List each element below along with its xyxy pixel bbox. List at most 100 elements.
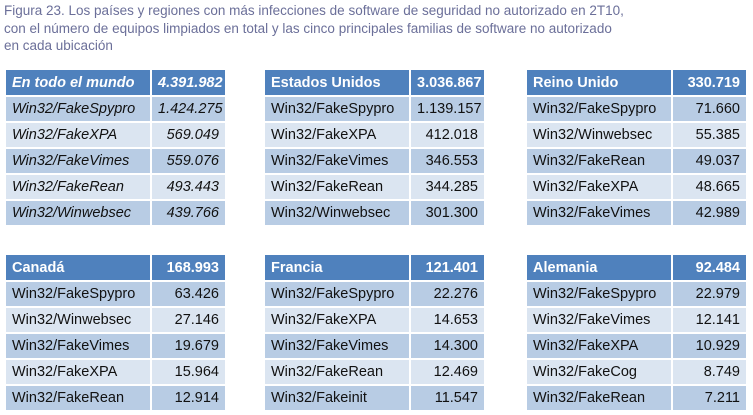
caption-line: en cada ubicación — [4, 38, 113, 53]
caption-line: Figura 23. Los países y regiones con más… — [4, 3, 624, 18]
table-row: Win32/FakeSpypro 1.424.275 — [6, 97, 225, 123]
family-name: Win32/Winwebsec — [6, 308, 150, 334]
table-row: Win32/FakeVimes 19.679 — [6, 334, 225, 360]
family-count: 71.660 — [671, 97, 746, 123]
table-row: Win32/FakeSpypro 71.660 — [527, 97, 746, 123]
family-count: 346.553 — [409, 149, 484, 175]
table-row: Win32/Fakeinit 11.547 — [265, 386, 484, 412]
table-row: Win32/FakeRean 12.469 — [265, 360, 484, 386]
table-row: Win32/FakeSpypro 22.276 — [265, 282, 484, 308]
region-total: 121.401 — [409, 255, 484, 282]
family-count: 63.426 — [150, 282, 225, 308]
family-name: Win32/FakeRean — [6, 175, 150, 201]
region-name: En todo el mundo — [6, 70, 150, 97]
family-count: 14.300 — [409, 334, 484, 360]
family-name: Win32/FakeSpypro — [527, 282, 671, 308]
table-row: Win32/Winwebsec 55.385 — [527, 123, 746, 149]
family-count: 344.285 — [409, 175, 484, 201]
region-table-united-kingdom: Reino Unido 330.719 Win32/FakeSpypro 71.… — [527, 70, 746, 227]
family-name: Win32/FakeVimes — [527, 201, 671, 227]
table-header-row: Alemania 92.484 — [527, 255, 746, 282]
family-count: 439.766 — [150, 201, 225, 227]
table-row: Win32/FakeRean 49.037 — [527, 149, 746, 175]
table-row: Win32/FakeXPA 48.665 — [527, 175, 746, 201]
family-name: Win32/FakeVimes — [265, 149, 409, 175]
table-row: Win32/FakeXPA 569.049 — [6, 123, 225, 149]
family-count: 1.139.157 — [409, 97, 484, 123]
family-count: 12.914 — [150, 386, 225, 412]
region-name: Alemania — [527, 255, 671, 282]
family-count: 12.141 — [671, 308, 746, 334]
family-name: Win32/FakeVimes — [6, 334, 150, 360]
family-name: Win32/FakeXPA — [265, 123, 409, 149]
family-name: Win32/FakeXPA — [527, 175, 671, 201]
table-row: Win32/Winwebsec 27.146 — [6, 308, 225, 334]
table-header-row: Francia 121.401 — [265, 255, 484, 282]
table-row: Win32/FakeXPA 15.964 — [6, 360, 225, 386]
family-count: 22.276 — [409, 282, 484, 308]
region-name: Francia — [265, 255, 409, 282]
region-name: Canadá — [6, 255, 150, 282]
region-name: Reino Unido — [527, 70, 671, 97]
family-count: 7.211 — [671, 386, 746, 412]
table-row: Win32/FakeXPA 412.018 — [265, 123, 484, 149]
table-row: Win32/FakeVimes 12.141 — [527, 308, 746, 334]
region-name: Estados Unidos — [265, 70, 409, 97]
family-name: Win32/Winwebsec — [265, 201, 409, 227]
region-table-germany: Alemania 92.484 Win32/FakeSpypro 22.979 … — [527, 255, 746, 412]
region-table-canada: Canadá 168.993 Win32/FakeSpypro 63.426 W… — [6, 255, 225, 412]
region-total: 92.484 — [671, 255, 746, 282]
table-row: Win32/FakeXPA 10.929 — [527, 334, 746, 360]
caption-line: con el número de equipos limpiados en to… — [4, 20, 612, 36]
family-name: Win32/FakeRean — [265, 175, 409, 201]
family-name: Win32/FakeXPA — [6, 123, 150, 149]
table-header-row: En todo el mundo 4.391.982 — [6, 70, 225, 97]
family-count: 559.076 — [150, 149, 225, 175]
family-count: 49.037 — [671, 149, 746, 175]
family-name: Win32/Winwebsec — [527, 123, 671, 149]
family-name: Win32/FakeSpypro — [265, 282, 409, 308]
table-row: Win32/FakeRean 344.285 — [265, 175, 484, 201]
family-count: 14.653 — [409, 308, 484, 334]
region-total: 3.036.867 — [409, 70, 484, 97]
region-total: 4.391.982 — [150, 70, 225, 97]
family-count: 22.979 — [671, 282, 746, 308]
family-name: Win32/FakeSpypro — [6, 97, 150, 123]
region-table-united-states: Estados Unidos 3.036.867 Win32/FakeSpypr… — [265, 70, 484, 227]
family-count: 27.146 — [150, 308, 225, 334]
family-count: 412.018 — [409, 123, 484, 149]
region-table-worldwide: En todo el mundo 4.391.982 Win32/FakeSpy… — [6, 70, 225, 227]
family-name: Win32/FakeRean — [527, 149, 671, 175]
family-name: Win32/FakeVimes — [527, 308, 671, 334]
region-total: 168.993 — [150, 255, 225, 282]
table-row: Win32/FakeSpypro 1.139.157 — [265, 97, 484, 123]
family-name: Win32/FakeXPA — [265, 308, 409, 334]
family-count: 10.929 — [671, 334, 746, 360]
family-count: 11.547 — [409, 386, 484, 412]
family-name: Win32/FakeXPA — [527, 334, 671, 360]
family-count: 15.964 — [150, 360, 225, 386]
family-count: 12.469 — [409, 360, 484, 386]
table-row: Win32/FakeRean 12.914 — [6, 386, 225, 412]
family-name: Win32/Winwebsec — [6, 201, 150, 227]
table-row: Win32/FakeSpypro 63.426 — [6, 282, 225, 308]
table-row: Win32/FakeRean 7.211 — [527, 386, 746, 412]
family-name: Win32/FakeSpypro — [527, 97, 671, 123]
table-header-row: Canadá 168.993 — [6, 255, 225, 282]
table-row: Win32/FakeVimes 346.553 — [265, 149, 484, 175]
table-row: Win32/Winwebsec 439.766 — [6, 201, 225, 227]
family-name: Win32/FakeVimes — [6, 149, 150, 175]
table-header-row: Reino Unido 330.719 — [527, 70, 746, 97]
family-count: 42.989 — [671, 201, 746, 227]
table-row: Win32/FakeCog 8.749 — [527, 360, 746, 386]
family-count: 55.385 — [671, 123, 746, 149]
family-count: 19.679 — [150, 334, 225, 360]
table-row: Win32/FakeRean 493.443 — [6, 175, 225, 201]
family-name: Win32/FakeRean — [527, 386, 671, 412]
family-name: Win32/Fakeinit — [265, 386, 409, 412]
family-count: 48.665 — [671, 175, 746, 201]
region-total: 330.719 — [671, 70, 746, 97]
family-count: 8.749 — [671, 360, 746, 386]
family-count: 569.049 — [150, 123, 225, 149]
family-name: Win32/FakeCog — [527, 360, 671, 386]
